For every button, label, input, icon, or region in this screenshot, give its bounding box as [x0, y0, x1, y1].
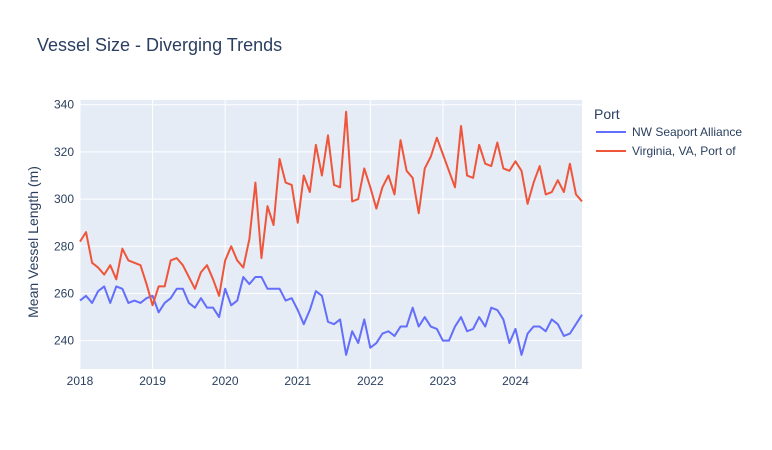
- x-tick-label: 2022: [357, 374, 384, 388]
- x-tick-label: 2018: [67, 374, 94, 388]
- legend-label: Virginia, VA, Port of: [632, 144, 736, 158]
- y-tick-label: 260: [54, 286, 74, 300]
- series-line-0: [79, 275, 583, 356]
- x-tick-label: 2023: [430, 374, 457, 388]
- x-tick-label: 2021: [284, 374, 311, 388]
- y-tick-label: 280: [54, 239, 74, 253]
- legend-item-1[interactable]: Virginia, VA, Port of: [596, 144, 736, 158]
- y-tick-label: 340: [54, 98, 74, 112]
- x-tick-label: 2020: [212, 374, 239, 388]
- legend-title: Port: [594, 106, 620, 122]
- gridlines: [79, 100, 582, 369]
- chart-title: Vessel Size - Diverging Trends: [37, 35, 282, 55]
- y-tick-label: 320: [54, 145, 74, 159]
- y-tick-label: 300: [54, 192, 74, 206]
- legend-item-0[interactable]: NW Seaport Alliance: [596, 125, 742, 139]
- y-tick-label: 240: [54, 334, 74, 348]
- y-axis-ticks: 240 260 280 300 320 340: [54, 98, 74, 348]
- x-axis-ticks: 2018 2019 2020 2021 2022 2023 2024: [67, 374, 529, 388]
- legend-label: NW Seaport Alliance: [632, 125, 742, 139]
- legend[interactable]: Port NW Seaport Alliance Virginia, VA, Po…: [594, 106, 742, 158]
- series-lines: [79, 110, 583, 356]
- series-line-1: [79, 110, 583, 307]
- x-tick-label: 2019: [139, 374, 166, 388]
- y-axis-title: Mean Vessel Length (m): [25, 166, 41, 318]
- x-tick-label: 2024: [502, 374, 529, 388]
